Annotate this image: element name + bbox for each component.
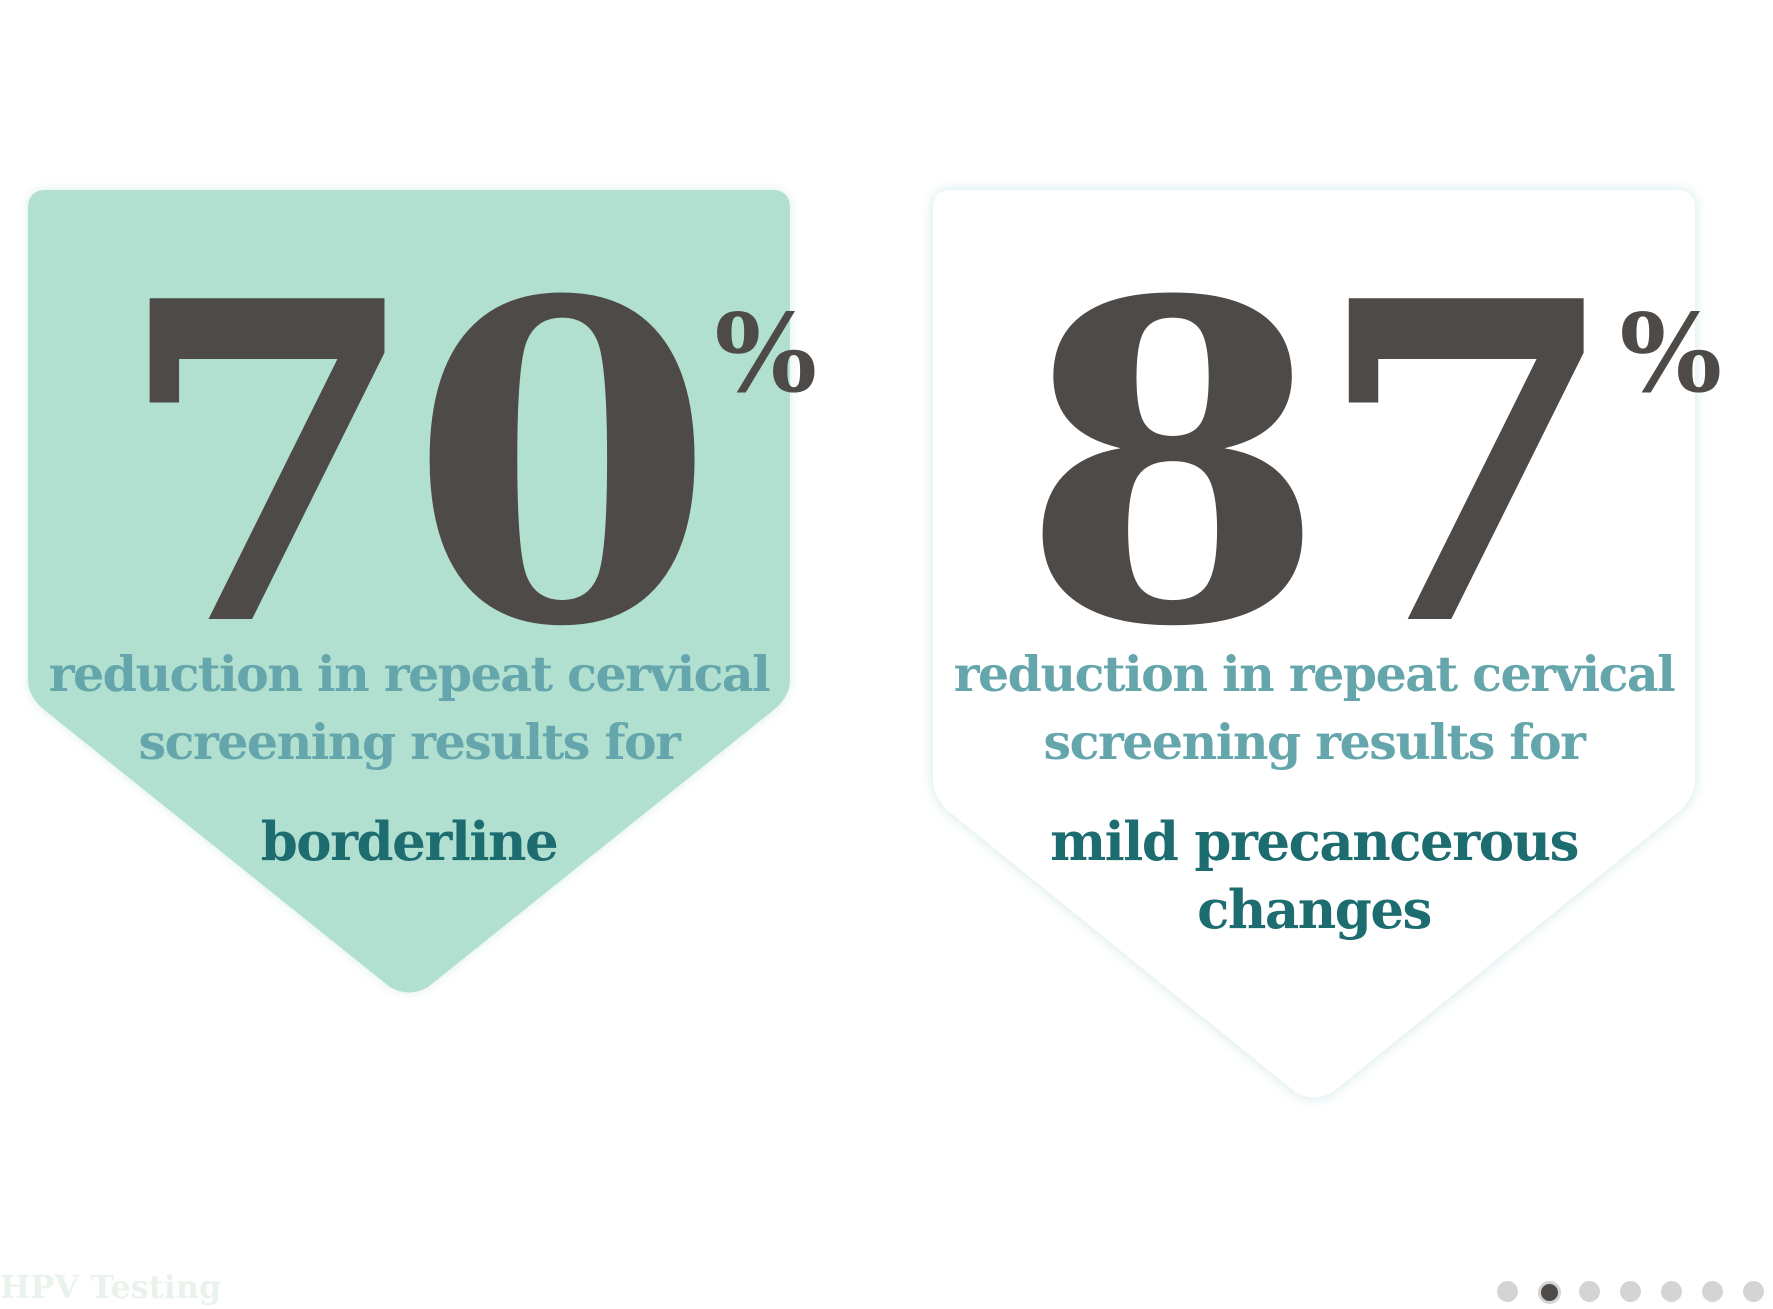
- stat-card-borderline: 70 % reduction in repeat cervical screen…: [28, 190, 817, 993]
- card-2-fill: [933, 190, 1695, 1098]
- stat-number-70: 70 %: [28, 245, 817, 685]
- pager-dot-6[interactable]: [1702, 1281, 1723, 1302]
- pager-dot-3[interactable]: [1579, 1281, 1600, 1302]
- footer-title: HPV Testing: [0, 1268, 222, 1306]
- percent-sign: %: [1619, 291, 1723, 417]
- stat-number-text: 70: [114, 206, 715, 723]
- pager-dot-7[interactable]: [1743, 1281, 1764, 1302]
- stat-number-87: 87 %: [933, 245, 1722, 685]
- stat-description: reduction in repeat cervical screening r…: [933, 640, 1695, 776]
- description-line-1: reduction in repeat cervical: [48, 645, 771, 703]
- description-line-2: screening results for: [138, 713, 681, 771]
- highlight-line-2: changes: [1197, 879, 1432, 941]
- percent-sign: %: [714, 291, 818, 417]
- stat-card-mild-precancerous: 87 % reduction in repeat cervical screen…: [933, 190, 1722, 1098]
- pager-dot-1[interactable]: [1497, 1281, 1518, 1302]
- card-1-fill: [28, 190, 790, 993]
- card-1-shape: [28, 190, 790, 993]
- stat-highlight: borderline: [28, 808, 790, 876]
- stat-description: reduction in repeat cervical screening r…: [28, 640, 790, 776]
- pager-dot-4[interactable]: [1620, 1281, 1641, 1302]
- description-line-1: reduction in repeat cervical: [953, 645, 1676, 703]
- card-2-shape: [933, 190, 1695, 1098]
- stat-number-text: 87: [1019, 206, 1620, 723]
- stat-highlight: mild precancerous changes: [933, 808, 1695, 944]
- pager-dot-2-active[interactable]: [1538, 1281, 1561, 1304]
- description-line-2: screening results for: [1043, 713, 1586, 771]
- pager-dot-5[interactable]: [1661, 1281, 1682, 1302]
- highlight-line-1: borderline: [260, 811, 559, 873]
- highlight-line-1: mild precancerous: [1050, 811, 1579, 873]
